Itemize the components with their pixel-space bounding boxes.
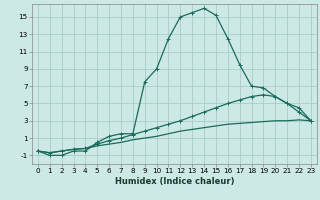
X-axis label: Humidex (Indice chaleur): Humidex (Indice chaleur) bbox=[115, 177, 234, 186]
